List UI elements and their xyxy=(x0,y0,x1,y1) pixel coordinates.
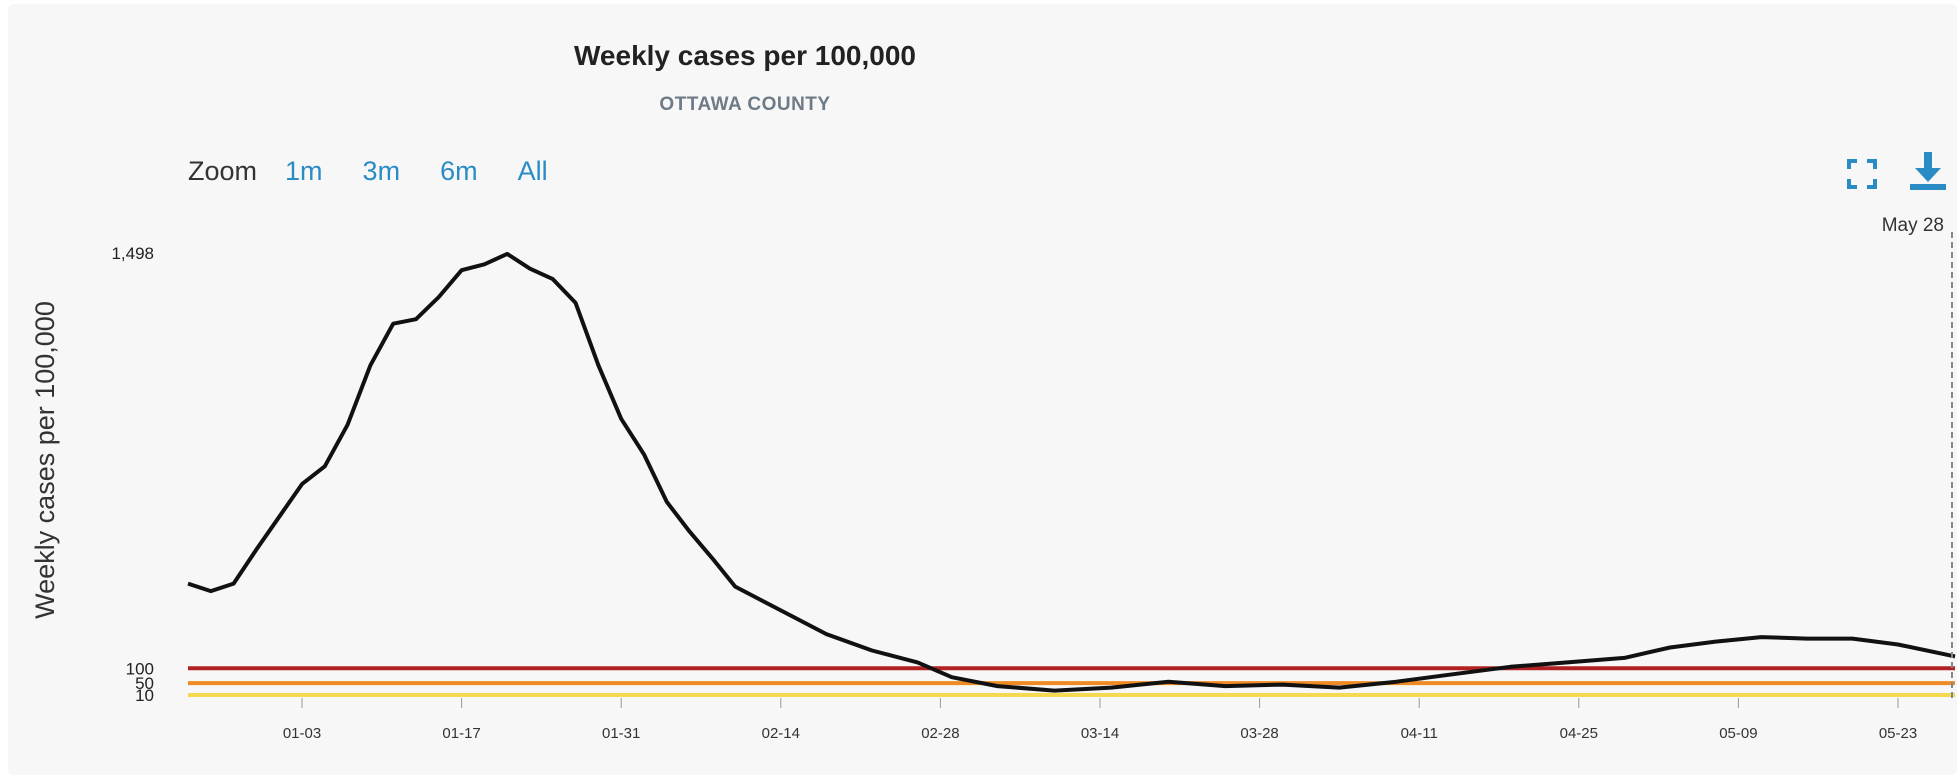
x-tick-label: 04-25 xyxy=(1560,725,1598,742)
y-axis-title: Weekly cases per 100,000 xyxy=(30,301,60,619)
x-tick-label: 03-28 xyxy=(1240,725,1278,742)
fullscreen-icon[interactable] xyxy=(1846,158,1878,190)
zoom-bar: Zoom 1m 3m 6m All xyxy=(188,156,588,187)
x-tick-label: 01-03 xyxy=(283,725,321,742)
zoom-all-button[interactable]: All xyxy=(517,156,548,186)
series-layer xyxy=(187,251,1956,693)
x-tick-label: 01-17 xyxy=(442,725,480,742)
x-tick-label: 02-28 xyxy=(921,725,959,742)
threshold-lines xyxy=(188,666,1955,698)
x-tick-label: 04-11 xyxy=(1401,725,1438,742)
chart-title: Weekly cases per 100,000 xyxy=(574,40,916,71)
x-tick-label: 02-14 xyxy=(762,725,800,742)
download-icon[interactable] xyxy=(1906,150,1950,194)
zoom-1m-button[interactable]: 1m xyxy=(285,156,323,186)
x-axis-ticks: 01-03 01-17 01-31 02-14 02-28 03-14 03-28 04-11… xyxy=(283,698,1917,742)
crosshair-label: May 28 xyxy=(1882,215,1944,236)
chart-card xyxy=(8,4,1957,775)
chart-subtitle: OTTAWA COUNTY xyxy=(659,94,831,115)
y-tick-label: 10 xyxy=(135,686,154,705)
x-tick-label: 01-31 xyxy=(602,725,640,742)
zoom-3m-button[interactable]: 3m xyxy=(362,156,401,186)
series-line[interactable] xyxy=(187,251,1956,693)
zoom-label: Zoom xyxy=(188,156,258,186)
x-tick-label: 05-23 xyxy=(1879,725,1917,742)
crosshair: May 28 xyxy=(1882,215,1953,698)
x-tick-label: 05-09 xyxy=(1719,725,1757,742)
y-tick-label: 1,498 xyxy=(111,244,154,263)
x-tick-label: 03-14 xyxy=(1081,725,1119,742)
zoom-6m-button[interactable]: 6m xyxy=(440,156,478,186)
y-tick-label: 50 xyxy=(135,674,154,693)
y-tick-label: 100 xyxy=(126,659,154,678)
